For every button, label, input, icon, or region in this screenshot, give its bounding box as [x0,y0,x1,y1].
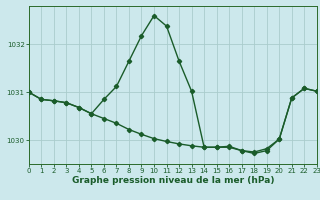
X-axis label: Graphe pression niveau de la mer (hPa): Graphe pression niveau de la mer (hPa) [72,176,274,185]
